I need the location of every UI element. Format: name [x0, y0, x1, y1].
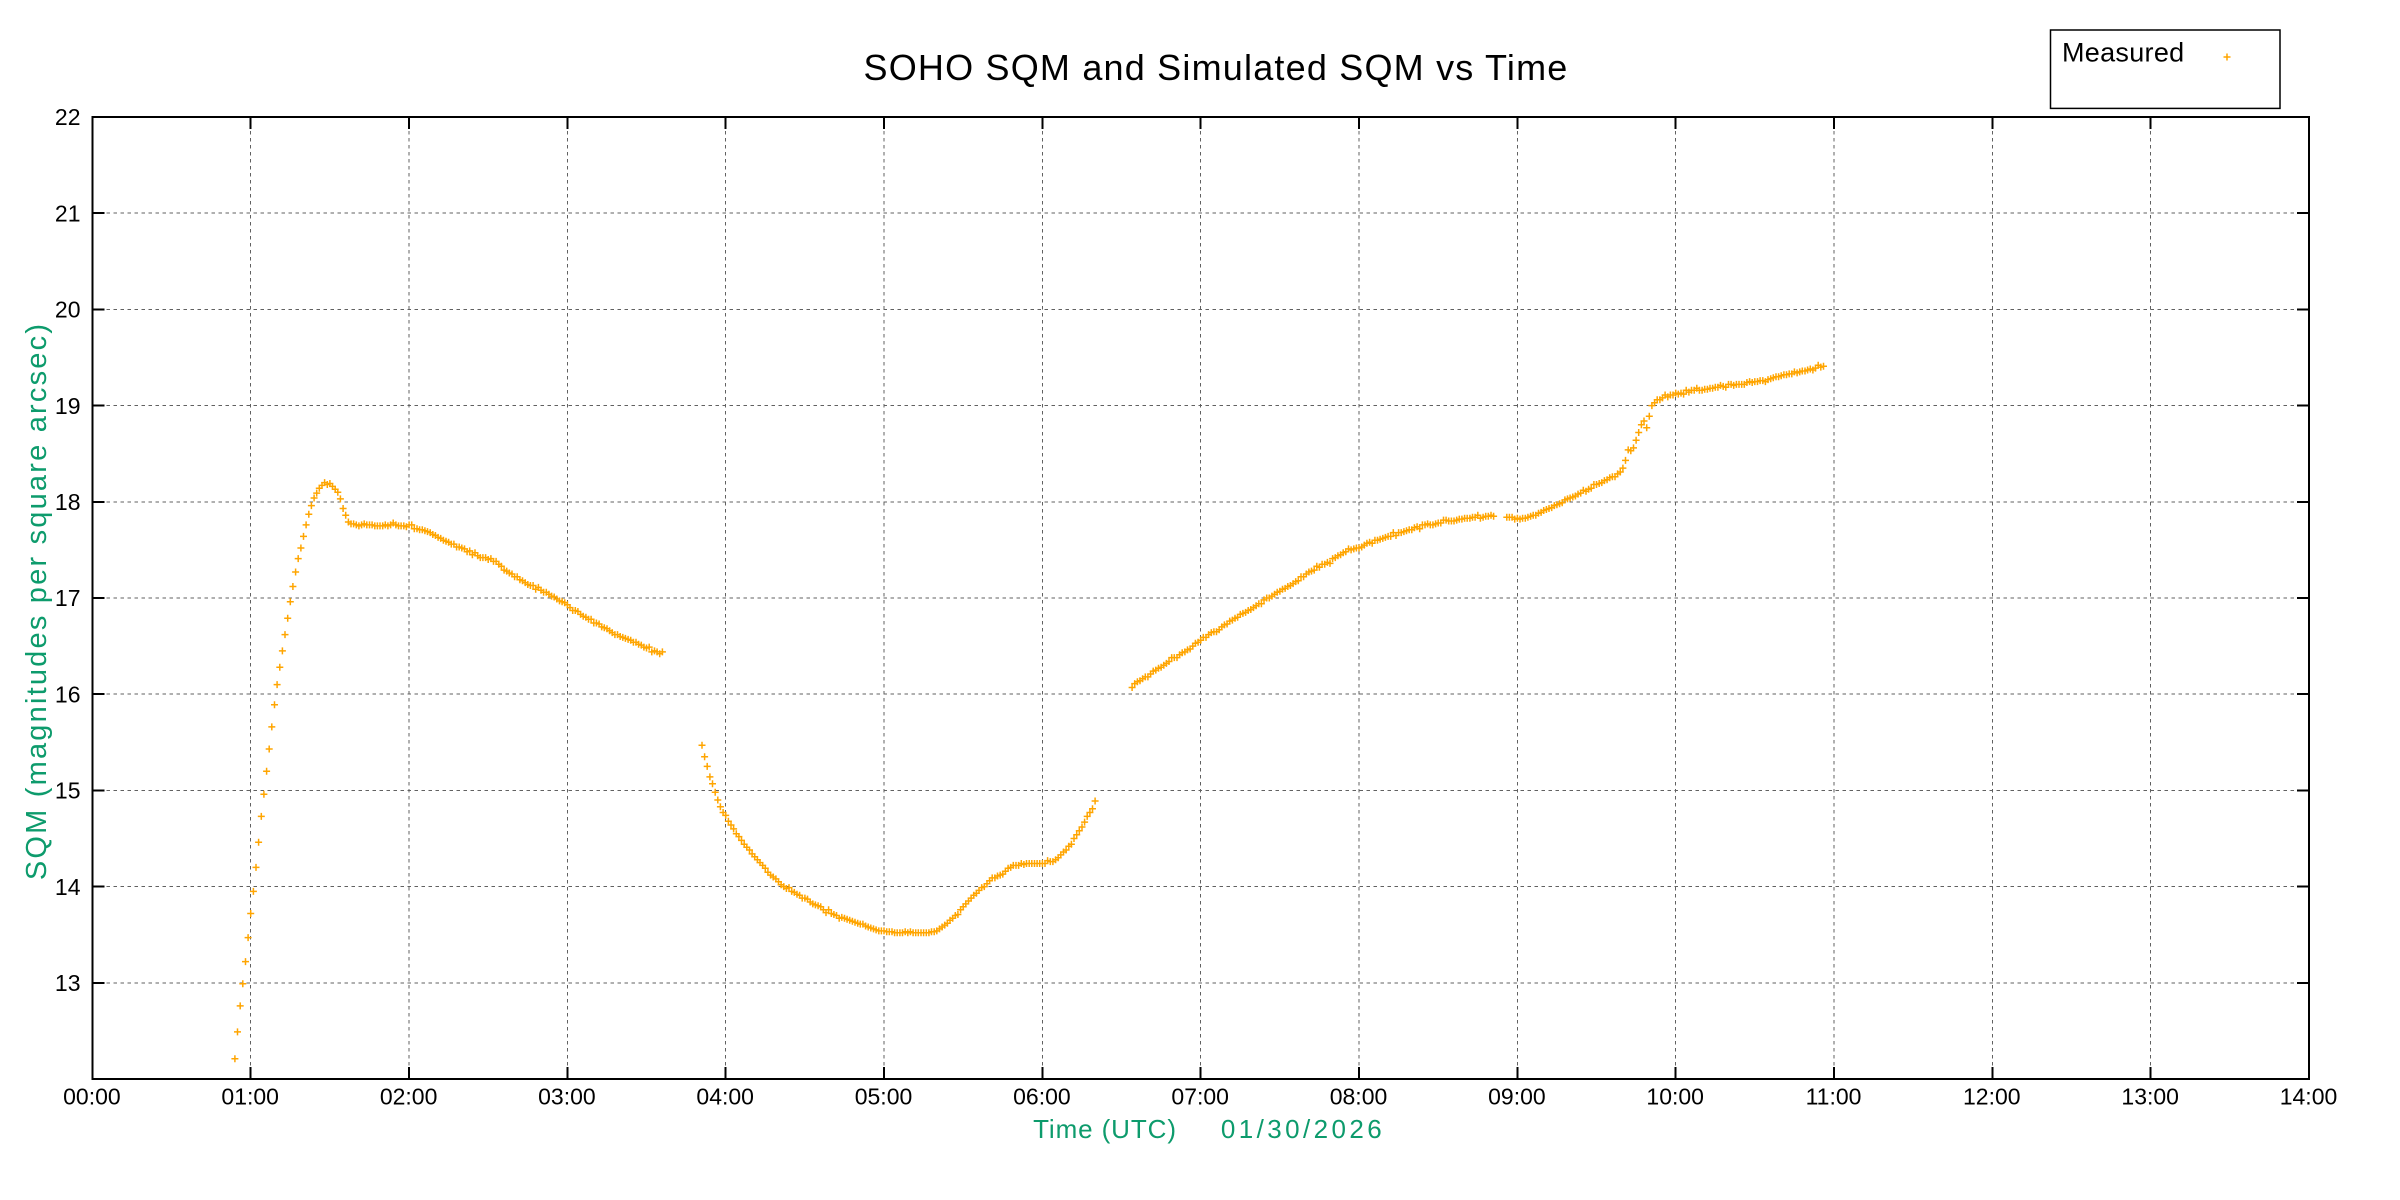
svg-text:22: 22	[55, 104, 81, 130]
svg-text:05:00: 05:00	[855, 1084, 913, 1110]
svg-text:11:00: 11:00	[1806, 1084, 1862, 1110]
svg-text:Measured: Measured	[2062, 38, 2184, 68]
svg-text:21: 21	[55, 200, 81, 226]
svg-text:18: 18	[55, 489, 81, 515]
svg-text:00:00: 00:00	[63, 1084, 121, 1110]
svg-text:SQM (magnitudes per square arc: SQM (magnitudes per square arcsec)	[21, 322, 53, 880]
svg-text:14:00: 14:00	[2280, 1084, 2338, 1110]
svg-text:15: 15	[55, 778, 81, 804]
svg-text:02:00: 02:00	[380, 1084, 438, 1110]
svg-text:14: 14	[55, 874, 81, 900]
svg-text:Time (UTC): Time (UTC)	[1033, 1114, 1177, 1144]
svg-text:01:00: 01:00	[221, 1084, 279, 1110]
svg-text:01/30/2026: 01/30/2026	[1221, 1114, 1385, 1144]
svg-text:SOHO SQM and Simulated SQM vs: SOHO SQM and Simulated SQM vs Time	[864, 47, 1569, 88]
svg-text:10:00: 10:00	[1646, 1084, 1704, 1110]
svg-text:07:00: 07:00	[1171, 1084, 1229, 1110]
svg-text:06:00: 06:00	[1013, 1084, 1071, 1110]
svg-text:03:00: 03:00	[538, 1084, 596, 1110]
svg-text:17: 17	[55, 585, 81, 611]
svg-text:13: 13	[55, 970, 81, 996]
svg-text:20: 20	[55, 297, 81, 323]
svg-text:13:00: 13:00	[2121, 1084, 2179, 1110]
svg-text:04:00: 04:00	[696, 1084, 754, 1110]
svg-text:08:00: 08:00	[1330, 1084, 1388, 1110]
svg-text:12:00: 12:00	[1963, 1084, 2021, 1110]
svg-text:16: 16	[55, 681, 81, 707]
svg-text:09:00: 09:00	[1488, 1084, 1546, 1110]
svg-text:19: 19	[55, 393, 81, 419]
